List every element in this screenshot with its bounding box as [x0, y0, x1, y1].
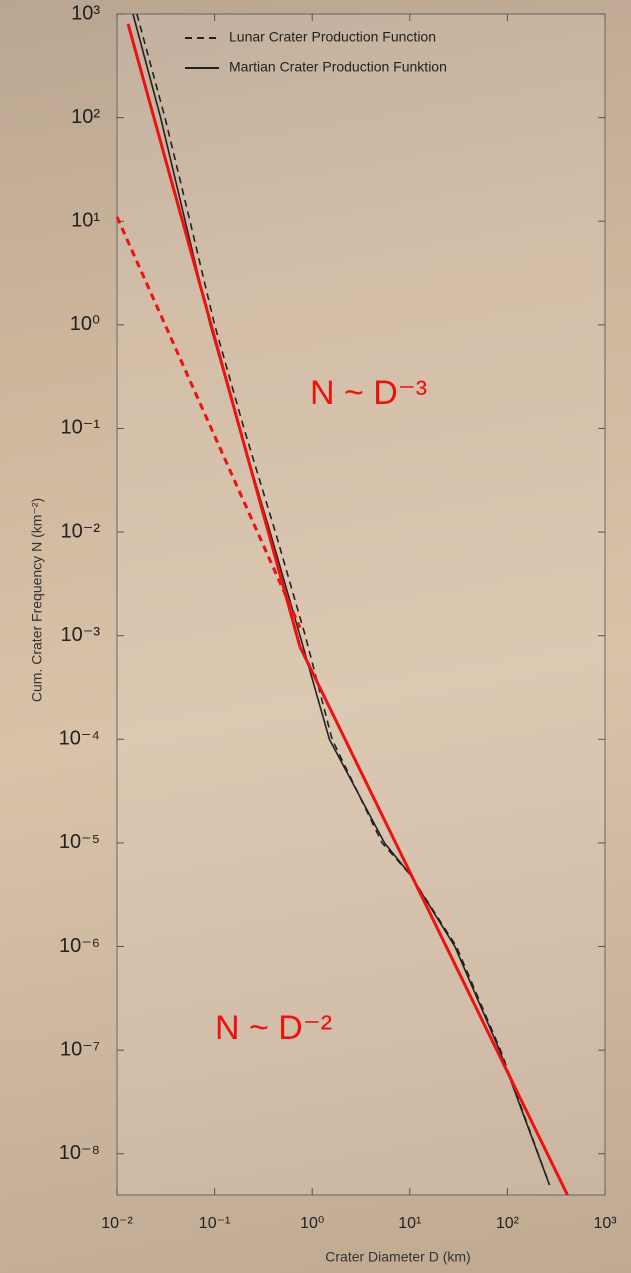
legend-label: Lunar Crater Production Function [229, 29, 436, 45]
y-tick-label: 10² [71, 106, 100, 128]
x-tick-label: 10⁰ [300, 1215, 324, 1232]
y-tick-label: 10⁻⁷ [60, 1038, 100, 1060]
y-tick-label: 10¹ [71, 210, 100, 232]
x-tick-label: 10³ [593, 1215, 617, 1232]
x-tick-label: 10¹ [398, 1215, 421, 1232]
x-axis-title: Crater Diameter D (km) [325, 1249, 470, 1265]
fit-line [298, 646, 569, 1196]
fit-line [126, 23, 302, 648]
x-tick-label: 10² [496, 1215, 520, 1232]
plot-frame [116, 13, 606, 1196]
annotation: N ~ D⁻² [215, 1009, 332, 1047]
y-tick-label: 10⁻³ [61, 624, 101, 646]
series-line [132, 13, 551, 1186]
y-tick-label: 10⁰ [70, 313, 100, 335]
y-tick-label: 10⁻⁴ [59, 728, 100, 750]
fit-line [115, 216, 302, 629]
x-tick-label: 10⁻¹ [199, 1215, 231, 1232]
y-tick-label: 10⁻⁶ [59, 935, 100, 957]
legend-label: Martian Crater Production Funktion [229, 59, 447, 75]
y-axis-title: Cum. Crater Frequency N (km⁻²) [29, 498, 45, 702]
y-tick-label: 10⁻⁵ [59, 831, 100, 853]
y-tick-label: 10³ [71, 2, 100, 24]
x-tick-label: 10⁻² [101, 1215, 133, 1232]
y-tick-label: 10⁻¹ [61, 417, 101, 439]
y-tick-label: 10⁻² [61, 520, 101, 542]
y-tick-label: 10⁻⁸ [59, 1142, 100, 1164]
annotation: N ~ D⁻³ [310, 374, 427, 412]
